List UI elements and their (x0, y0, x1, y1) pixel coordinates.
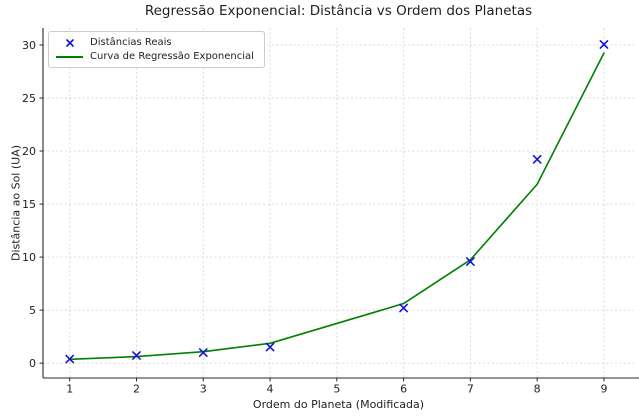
data-point-marker (265, 342, 275, 352)
x-tick-label: 6 (400, 383, 407, 396)
data-point-marker (198, 348, 208, 357)
data-point-marker (599, 40, 609, 49)
y-tick-label: 15 (22, 198, 36, 211)
y-tick-label: 25 (22, 92, 36, 105)
legend-label-real-distances: Distâncias Reais (90, 37, 172, 48)
x-tick-label: 7 (467, 383, 474, 396)
x-tick-label: 9 (600, 383, 607, 396)
y-axis-label: Distância ao Sol (UA) (9, 144, 23, 262)
line-sample-icon (56, 55, 83, 58)
y-tick-label: 20 (22, 145, 36, 158)
data-point-marker (465, 257, 475, 266)
y-tick-label: 5 (29, 304, 36, 317)
data-point-marker (65, 354, 75, 364)
x-tick-label: 3 (200, 383, 207, 396)
x-tick-label: 8 (534, 383, 541, 396)
x-ticks: 1 2 3 4 5 6 7 8 9 (66, 378, 607, 396)
y-tick-label: 10 (22, 251, 36, 264)
legend-item-real-distances: Distâncias Reais (56, 37, 254, 48)
data-point-marker (132, 351, 141, 360)
legend: Distâncias Reais Curva de Regressão Expo… (48, 31, 265, 68)
x-axis-label: Ordem do Planeta (Modificada) (252, 398, 425, 411)
grid-horizontal (43, 44, 634, 364)
x-marker-icon (56, 38, 83, 48)
data-point-marker (532, 154, 542, 164)
y-ticks: 0 5 10 15 20 25 30 (22, 39, 43, 370)
scatter-points (65, 40, 609, 364)
y-tick-label: 30 (22, 39, 36, 52)
regression-line (68, 52, 605, 361)
chart-title: Regressão Exponencial: Distância vs Orde… (144, 3, 533, 19)
legend-label-regression-curve: Curva de Regressão Exponencial (90, 51, 254, 62)
data-point-marker (399, 303, 409, 313)
legend-item-regression-curve: Curva de Regressão Exponencial (56, 51, 254, 62)
x-tick-label: 4 (267, 383, 274, 396)
x-tick-label: 2 (133, 383, 140, 396)
x-tick-label: 5 (333, 383, 340, 396)
y-tick-label: 0 (29, 357, 36, 370)
axes-spines (42, 28, 639, 379)
regression-curve (68, 52, 605, 361)
grid-vertical (69, 28, 605, 378)
x-tick-label: 1 (66, 383, 73, 396)
